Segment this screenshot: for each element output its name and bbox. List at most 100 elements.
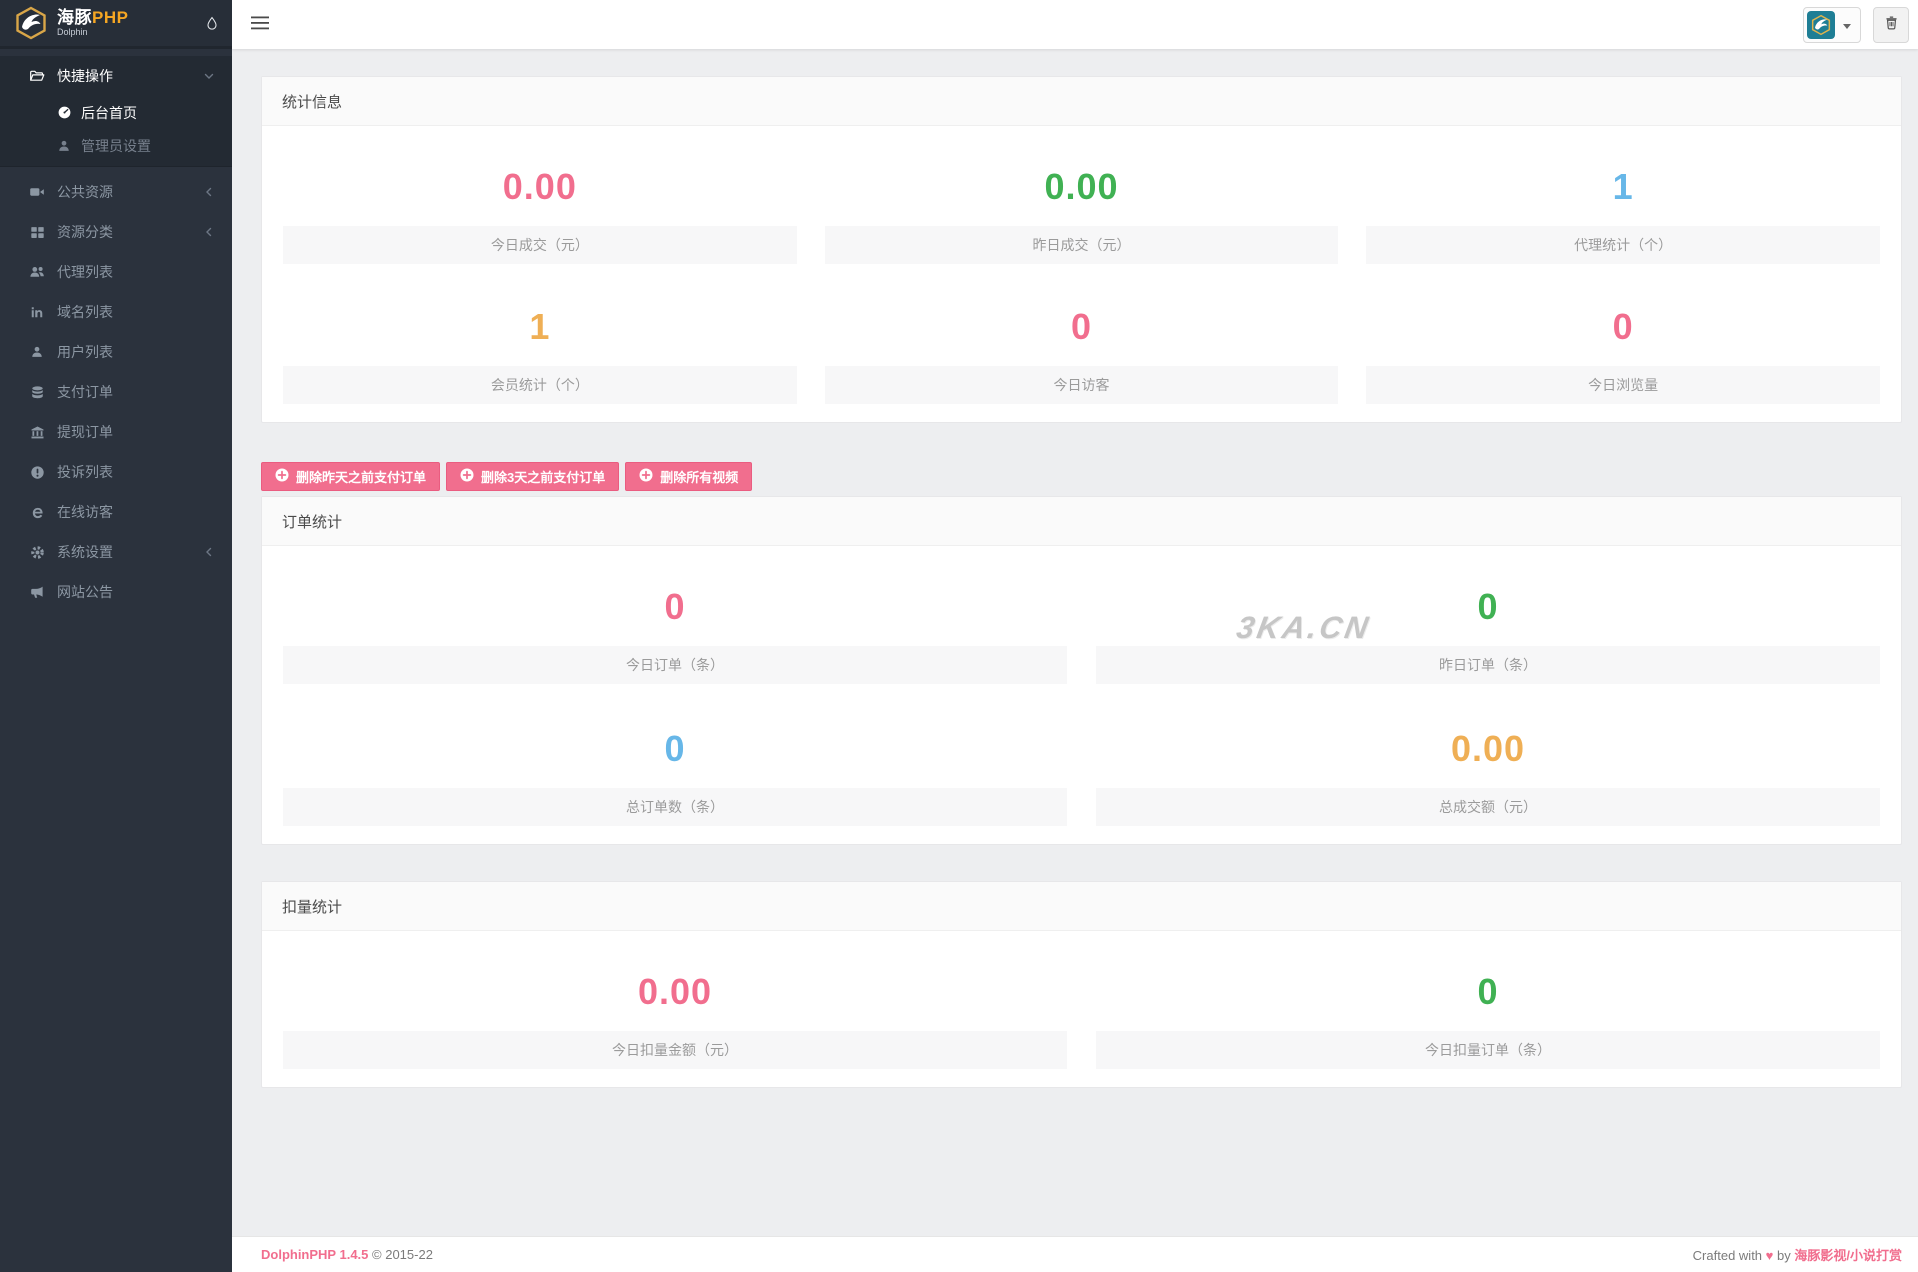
- sidebar-item-label: 公共资源: [57, 184, 113, 200]
- grid-icon: [28, 225, 46, 240]
- stat-label: 昨日成交（元）: [824, 226, 1339, 264]
- avatar: [1807, 10, 1835, 39]
- stat-cell: 1 会员统计（个）: [283, 280, 797, 404]
- database-icon: [28, 385, 46, 400]
- exclamation-circle-icon: [28, 465, 46, 480]
- footer-credit-link[interactable]: 海豚影视/小说打赏: [1794, 1248, 1902, 1263]
- stat-value: 1: [1612, 166, 1634, 207]
- button-label: 删除所有视频: [660, 470, 739, 485]
- e-browser-icon: [28, 505, 46, 520]
- sidebar-item-label: 快捷操作: [57, 68, 113, 84]
- stat-label: 今日扣量订单（条）: [1096, 1031, 1880, 1069]
- logo-bar[interactable]: 海豚PHP Dolphin: [0, 0, 232, 49]
- user-icon: [56, 139, 72, 153]
- bank-icon: [28, 425, 46, 440]
- stats-panel: 统计信息 0.00 今日成交（元） 0.00 昨日成交（元） 1 代理统计（个）…: [261, 76, 1902, 423]
- linkedin-in-icon: [28, 305, 46, 319]
- stat-cell: 1 代理统计（个）: [1366, 140, 1880, 264]
- footer-left: DolphinPHP 1.4.5 © 2015-22: [261, 1247, 433, 1262]
- topbar-actions: [1803, 6, 1918, 43]
- stat-value: 0: [1477, 586, 1499, 627]
- caret-down-icon: [1843, 16, 1851, 34]
- footer-right: Crafted with ♥ by 海豚影视/小说打赏: [1693, 1245, 1902, 1264]
- deduction-panel-title: 扣量统计: [262, 882, 1901, 931]
- sidebar-item-label: 支付订单: [57, 384, 113, 400]
- sidebar-item-agent-list[interactable]: 代理列表: [0, 252, 232, 292]
- main-content: 统计信息 0.00 今日成交（元） 0.00 昨日成交（元） 1 代理统计（个）…: [232, 49, 1918, 1236]
- sidebar: 海豚PHP Dolphin 快捷操作: [0, 0, 232, 1272]
- plus-circle-icon: [275, 468, 289, 485]
- brand-name-zh: 海豚: [57, 8, 92, 27]
- stat-cell: 0.00 今日成交（元）: [283, 140, 797, 264]
- stat-label: 今日订单（条）: [283, 646, 1067, 684]
- sidebar-item-quick-actions[interactable]: 快捷操作: [0, 56, 232, 96]
- sidebar-toggle-button[interactable]: [232, 0, 288, 49]
- brand-name-php: PHP: [92, 8, 129, 27]
- orders-grid: 3KA.CN 0 今日订单（条） 0 昨日订单（条） 0 总订单数（条） 0.0…: [262, 546, 1901, 844]
- footer-by-text: by: [1777, 1248, 1791, 1263]
- user-icon: [28, 345, 46, 359]
- water-drop-icon[interactable]: [205, 16, 219, 30]
- sidebar-item-site-announcements[interactable]: 网站公告: [0, 572, 232, 612]
- heart-icon: ♥: [1765, 1248, 1774, 1263]
- stat-cell: 0 今日扣量订单（条）: [1096, 945, 1880, 1069]
- stat-cell: 0 昨日订单（条）: [1096, 560, 1880, 684]
- stat-value: 0: [1070, 306, 1092, 347]
- sidebar-item-label: 网站公告: [57, 584, 113, 600]
- deduction-grid: 0.00 今日扣量金额（元） 0 今日扣量订单（条）: [262, 931, 1901, 1087]
- plus-circle-icon: [460, 468, 474, 485]
- clear-cache-button[interactable]: [1873, 6, 1909, 43]
- chevron-left-icon: [204, 227, 214, 237]
- sidebar-item-system-settings[interactable]: 系统设置: [0, 532, 232, 572]
- sidebar-item-domain-list[interactable]: 域名列表: [0, 292, 232, 332]
- sidebar-item-dashboard-home[interactable]: 后台首页: [0, 96, 232, 129]
- stat-label: 会员统计（个）: [283, 366, 797, 404]
- sidebar-item-label: 用户列表: [57, 344, 113, 360]
- footer-version-link[interactable]: DolphinPHP 1.4.5: [261, 1247, 369, 1262]
- sidebar-item-payment-orders[interactable]: 支付订单: [0, 372, 232, 412]
- sidebar-item-label: 管理员设置: [81, 137, 151, 154]
- delete-yesterday-orders-button[interactable]: 删除昨天之前支付订单: [261, 462, 441, 491]
- sidebar-item-user-list[interactable]: 用户列表: [0, 332, 232, 372]
- stat-value: 0: [664, 728, 686, 769]
- stat-value: 0: [1477, 971, 1499, 1012]
- sidebar-item-label: 域名列表: [57, 304, 113, 320]
- gear-icon: [28, 545, 46, 560]
- stat-cell: 0.00 总成交额（元）: [1096, 702, 1880, 826]
- stat-cell: 0 今日访客: [824, 280, 1339, 404]
- brand-subtitle: Dolphin: [57, 27, 88, 37]
- stat-label: 今日成交（元）: [283, 226, 797, 264]
- button-label: 删除3天之前支付订单: [481, 470, 606, 485]
- delete-3days-orders-button[interactable]: 删除3天之前支付订单: [446, 462, 620, 491]
- chevron-left-icon: [204, 187, 214, 197]
- sidebar-item-withdrawal-orders[interactable]: 提现订单: [0, 412, 232, 452]
- stat-label: 总成交额（元）: [1096, 788, 1880, 826]
- orders-panel-title: 订单统计: [262, 497, 1901, 546]
- folder-open-icon: [28, 68, 46, 84]
- user-menu-button[interactable]: [1803, 6, 1861, 43]
- chevron-left-icon: [204, 547, 214, 557]
- footer-crafted-text: Crafted with: [1692, 1248, 1763, 1263]
- sidebar-item-online-visitors[interactable]: 在线访客: [0, 492, 232, 532]
- sidebar-item-public-resources[interactable]: 公共资源: [0, 172, 232, 212]
- delete-all-videos-button[interactable]: 删除所有视频: [625, 462, 753, 491]
- sidebar-item-admin-settings[interactable]: 管理员设置: [0, 129, 232, 162]
- footer: DolphinPHP 1.4.5 © 2015-22 Crafted with …: [232, 1236, 1918, 1272]
- menu-group-quick-actions: 快捷操作 后台首页: [0, 56, 232, 167]
- stat-value: 0.00: [502, 166, 577, 207]
- sidebar-menu: 快捷操作 后台首页: [0, 49, 232, 612]
- topbar: [232, 0, 1918, 49]
- trash-icon: [1884, 15, 1899, 35]
- stat-label: 今日浏览量: [1366, 366, 1880, 404]
- sidebar-item-resource-categories[interactable]: 资源分类: [0, 212, 232, 252]
- stat-label: 今日扣量金额（元）: [283, 1031, 1067, 1069]
- footer-copyright: © 2015-22: [372, 1247, 433, 1262]
- stat-cell: 0 今日订单（条）: [283, 560, 1067, 684]
- stat-label: 昨日订单（条）: [1096, 646, 1880, 684]
- stat-value: 0.00: [1044, 166, 1119, 207]
- chevron-down-icon: [204, 71, 214, 81]
- stat-value: 1: [529, 306, 551, 347]
- sidebar-item-complaint-list[interactable]: 投诉列表: [0, 452, 232, 492]
- stats-panel-title: 统计信息: [262, 77, 1901, 126]
- sidebar-item-label: 提现订单: [57, 424, 113, 440]
